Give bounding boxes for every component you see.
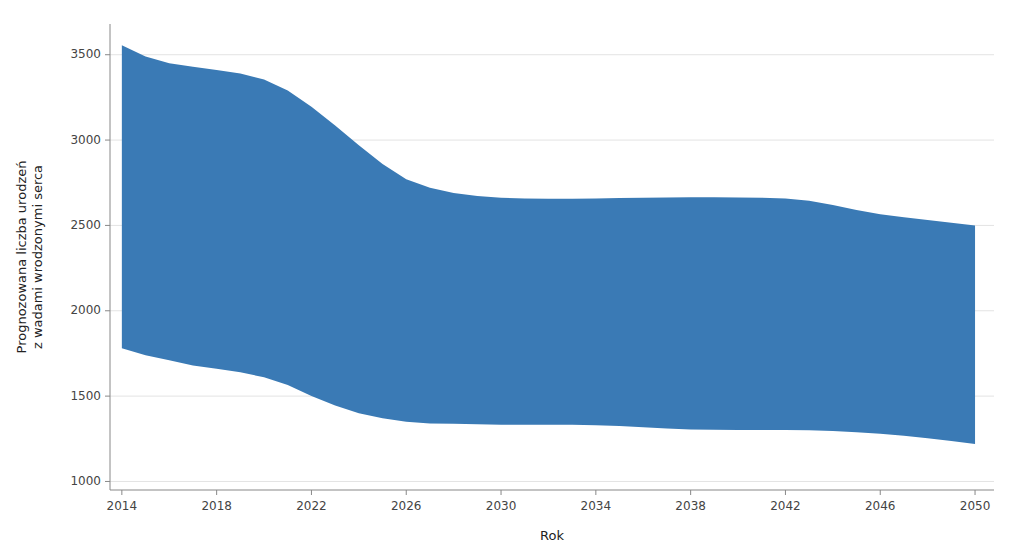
y-tick	[105, 310, 110, 311]
x-axis-line	[110, 490, 994, 491]
band-area	[122, 45, 975, 444]
x-tick	[785, 490, 786, 495]
y-tick	[105, 140, 110, 141]
plot-area	[122, 45, 975, 444]
y-tick-label: 3500	[70, 47, 101, 61]
y-tick-label: 1500	[70, 389, 101, 403]
y-tick	[105, 225, 110, 226]
chart-container: 1000 1500 2000 2500 3000 3500 2014 2018 2022 2026…	[0, 0, 1024, 556]
x-tick-label: 2030	[486, 499, 517, 513]
x-tick-label: 2026	[391, 499, 422, 513]
x-axis-label: Rok	[540, 528, 564, 543]
x-axis: 2014 2018 2022 2026 2030 2034 2038 2042 2046 2050	[107, 490, 991, 513]
y-axis: 1000 1500 2000 2500 3000 3500	[70, 47, 110, 488]
x-tick-label: 2014	[107, 499, 138, 513]
x-tick	[406, 490, 407, 495]
x-tick	[216, 490, 217, 495]
y-tick-label: 2000	[70, 303, 101, 317]
y-tick-label: 3000	[70, 133, 101, 147]
x-tick-label: 2050	[960, 499, 991, 513]
x-tick	[595, 490, 596, 495]
x-tick-label: 2022	[296, 499, 327, 513]
x-tick	[311, 490, 312, 495]
x-tick	[975, 490, 976, 495]
x-tick-label: 2046	[865, 499, 896, 513]
y-axis-line	[110, 24, 111, 490]
x-tick	[121, 490, 122, 495]
grid-line	[110, 54, 994, 55]
y-axis-label: Prognozowana liczba urodzeńz wadami wrod…	[14, 161, 45, 354]
y-tick	[105, 396, 110, 397]
y-tick-label: 1000	[70, 474, 101, 488]
x-tick-label: 2038	[675, 499, 706, 513]
x-tick	[690, 490, 691, 495]
grid-line	[110, 481, 994, 482]
x-tick	[501, 490, 502, 495]
x-tick-label: 2034	[581, 499, 612, 513]
y-tick	[105, 481, 110, 482]
chart-svg: 1000 1500 2000 2500 3000 3500 2014 2018 2022 2026…	[0, 0, 1024, 556]
x-tick	[880, 490, 881, 495]
y-tick-label: 2500	[70, 218, 101, 232]
y-tick	[105, 54, 110, 55]
x-tick-label: 2018	[201, 499, 232, 513]
x-tick-label: 2042	[770, 499, 801, 513]
